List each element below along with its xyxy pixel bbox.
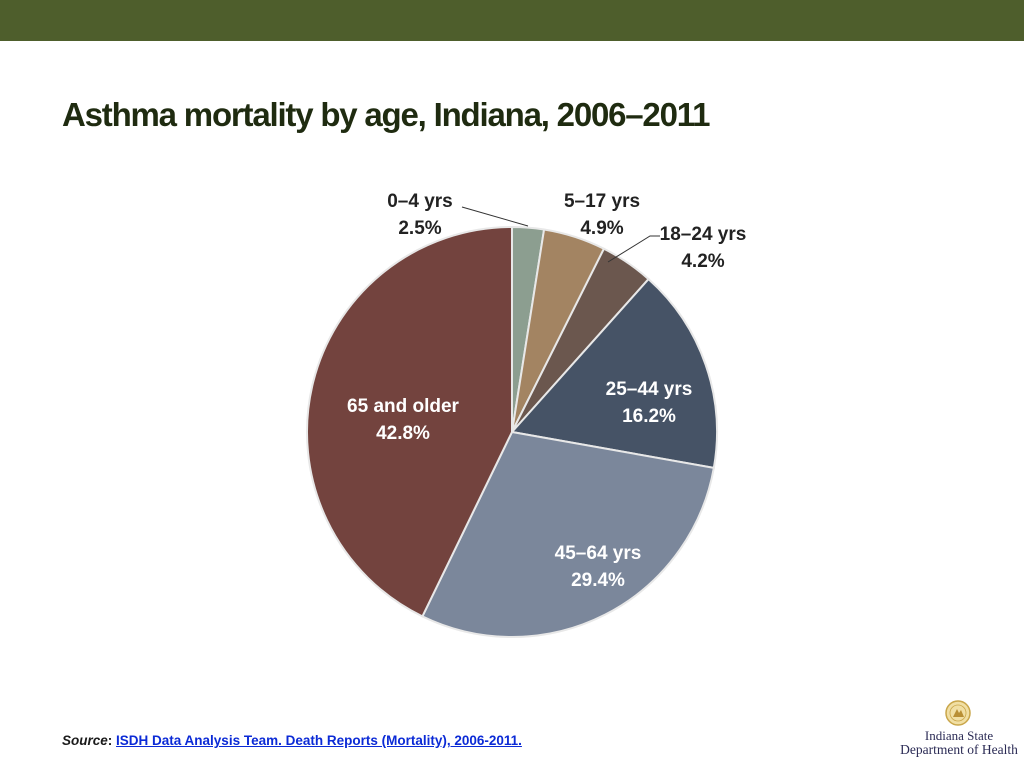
logo-text-line1: Indiana State [924,728,994,743]
slice-label-0-4-yrs: 0–4 yrs [387,191,453,212]
leader-lines [461,206,660,263]
pie-slice-45-64-yrs [421,430,716,638]
top-banner-bar [0,0,1024,41]
leader-line-18-24-yrs [607,235,660,263]
slice-value-5-17-yrs: 4.9% [580,218,623,239]
slice-label-45-64-yrs: 45–64 yrs [555,543,642,564]
slice-label-25-44-yrs: 25–44 yrs [606,379,693,400]
slice-value-25-44-yrs: 16.2% [622,406,676,427]
slice-label-18-24-yrs: 18–24 yrs [660,224,747,245]
isdh-logo: Indiana State Department of Health [900,698,1018,762]
slice-label-65-and-older: 65 and older [347,396,460,417]
logo-text-line2: Department of Health [900,742,1018,757]
leader-line-0-4-yrs [461,206,529,227]
source-colon: : [107,733,117,748]
state-seal-icon [945,700,971,726]
slice-label-5-17-yrs: 5–17 yrs [564,191,640,212]
pie-slice-25-44-yrs [510,277,718,470]
source-citation: Source: ISDH Data Analysis Team. Death R… [62,733,522,748]
source-link[interactable]: ISDH Data Analysis Team. Death Reports (… [116,733,522,748]
slice-labels: 0–4 yrs 2.5% 5–17 yrs 4.9% 18–24 yrs 4.2% 25–4… [347,191,746,591]
slide-title: Asthma mortality by age, Indiana, 2006–2… [62,96,710,133]
pie-slice-65-and-older [306,225,513,618]
slice-value-0-4-yrs: 2.5% [398,218,441,239]
slice-value-18-24-yrs: 4.2% [681,251,724,272]
slice-value-45-64-yrs: 29.4% [571,570,625,591]
pie-slices [306,225,718,638]
source-label: Source [62,733,108,748]
slice-value-65-and-older: 42.8% [376,423,430,444]
